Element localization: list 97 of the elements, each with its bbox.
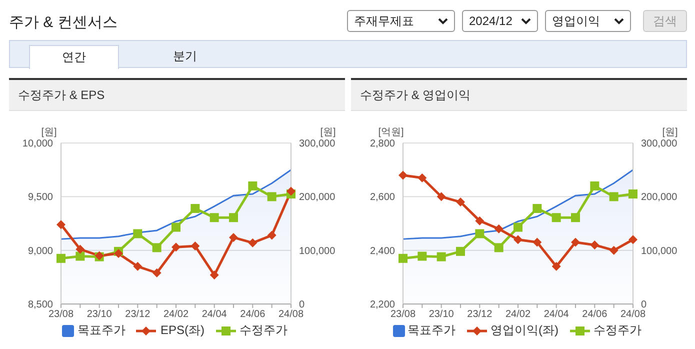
x-tick-label: 24/02 (163, 309, 189, 320)
point (609, 192, 618, 202)
legend-label: EPS(좌) (160, 322, 204, 339)
x-tick-label: 23/08 (48, 309, 74, 320)
point (172, 222, 180, 232)
point (133, 262, 142, 271)
point (590, 181, 600, 190)
point (398, 170, 408, 180)
y-tick-label: 2,200 (370, 300, 396, 311)
x-tick-label: 23/10 (86, 309, 112, 320)
x-tick-label: 24/04 (202, 309, 228, 320)
y2-tick-label: 0 (299, 300, 305, 311)
point (286, 186, 296, 196)
x-tick-label: 24/04 (544, 309, 570, 320)
point (475, 229, 484, 238)
point (436, 192, 446, 202)
point (418, 252, 427, 261)
legend-label: 영업이익(좌) (490, 322, 558, 339)
chart-title: 수정주가 & EPS (9, 78, 345, 111)
x-tick-label: 24/06 (240, 309, 266, 320)
point (190, 204, 200, 213)
y2-tick-label: 200,000 (641, 192, 678, 204)
point (133, 229, 142, 238)
point (229, 213, 238, 222)
point (532, 204, 542, 213)
point (628, 235, 638, 244)
point (248, 181, 258, 190)
point (456, 246, 465, 256)
point (609, 246, 618, 255)
point (532, 238, 542, 247)
y2-axis-title: [원] (320, 127, 336, 138)
y-tick-label: 9,000 (28, 246, 54, 257)
x-tick-label: 23/12 (125, 309, 151, 320)
y-tick-label: 2,800 (370, 138, 396, 150)
legend-label: 수정주가 (240, 322, 288, 339)
y2-tick-label: 300,000 (641, 138, 678, 150)
y2-axis-title: [원] (662, 127, 678, 138)
text: 2024/12 (469, 14, 512, 28)
point (552, 213, 561, 222)
y-axis-title: [원] (41, 127, 57, 138)
y-tick-label: 2,400 (370, 246, 396, 257)
text: 영업이익 (552, 12, 600, 30)
y2-tick-label: 300,000 (299, 138, 336, 150)
point (267, 230, 276, 240)
point (418, 173, 427, 182)
x-tick-label: 24/08 (278, 309, 304, 320)
y-tick-label: 8,500 (28, 300, 54, 311)
x-tick-label: 23/08 (390, 309, 416, 320)
y2-tick-label: 100,000 (641, 246, 678, 257)
point (398, 254, 408, 263)
x-tick-label: 24/08 (620, 309, 646, 320)
y-axis-title: [억원] (378, 127, 404, 138)
x-tick-label: 24/06 (582, 309, 608, 320)
point (628, 189, 638, 198)
y2-tick-label: 100,000 (299, 246, 336, 257)
x-tick-label: 24/02 (505, 309, 531, 320)
y2-tick-label: 200,000 (299, 192, 336, 204)
point (514, 222, 522, 232)
point (494, 243, 504, 252)
point (210, 213, 219, 222)
text: 분기 (172, 48, 198, 65)
y-tick-label: 10,000 (22, 138, 54, 150)
point (152, 268, 162, 278)
point (56, 254, 66, 263)
point (76, 244, 85, 254)
point (590, 240, 600, 250)
point (475, 216, 484, 226)
point (514, 235, 522, 244)
point (494, 224, 504, 234)
text: 연간 (29, 45, 119, 69)
point (114, 249, 123, 258)
point (436, 252, 446, 262)
point (210, 270, 219, 280)
point (552, 262, 561, 271)
y2-tick-label: 0 (641, 300, 647, 311)
text: 주재무제표 (354, 12, 414, 30)
point (190, 242, 200, 251)
legend-label: 목표주가 (77, 322, 126, 339)
point (571, 238, 580, 247)
x-tick-label: 23/10 (428, 309, 454, 320)
chart-title: 수정주가 & 영업이익 (351, 78, 687, 111)
text: 검색 (643, 10, 687, 32)
text: 주가 & 컨센서스 (9, 13, 118, 32)
point (229, 232, 238, 242)
y-tick-label: 2,600 (370, 192, 396, 204)
point (56, 220, 66, 230)
point (152, 243, 162, 252)
point (172, 242, 180, 252)
legend-label: 목표주가 (408, 322, 456, 339)
point (248, 238, 258, 248)
x-tick-label: 23/12 (467, 309, 493, 320)
point (267, 192, 276, 202)
point (76, 252, 85, 261)
y-tick-label: 9,500 (28, 192, 54, 204)
point (456, 198, 465, 207)
legend-label: 수정주가 (594, 322, 642, 339)
point (571, 213, 580, 222)
